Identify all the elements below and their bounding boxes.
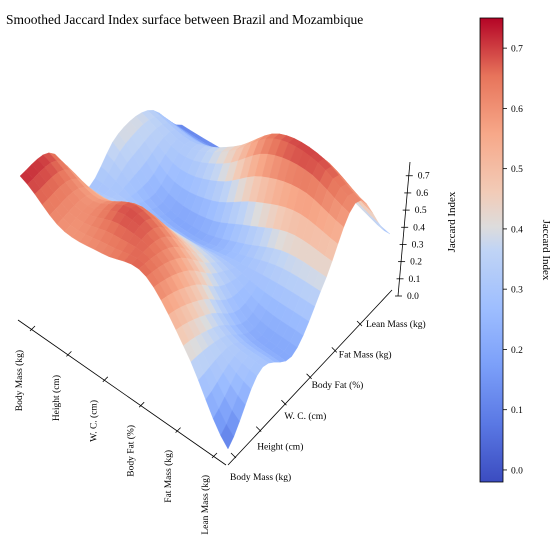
surface-patch <box>220 423 234 450</box>
y-tick <box>331 347 338 353</box>
colorbar-tick-label: 0.5 <box>511 165 523 175</box>
y-tick-label: W. C. (cm) <box>284 411 326 422</box>
x-tick <box>138 401 145 408</box>
z-tick-label: 0.1 <box>409 275 421 285</box>
z-tick-label: 0.6 <box>416 189 428 199</box>
z-tick-label: 0.7 <box>418 172 430 182</box>
z-tick-label: 0.3 <box>412 240 424 250</box>
z-axis-label: Jaccard Index <box>446 191 458 252</box>
x-axis-line <box>17 319 227 466</box>
axes: Body Mass (kg) Height (cm) W. C. (cm) Body … <box>14 161 458 535</box>
colorbar <box>479 17 504 483</box>
z-tick-label: 0.5 <box>415 206 427 216</box>
x-tick-label: W. C. (cm) <box>88 400 99 442</box>
colorbar-tick-label: 0.2 <box>511 346 523 356</box>
z-axis-line <box>397 161 411 297</box>
x-tick <box>211 452 218 459</box>
y-tick <box>230 452 237 459</box>
colorbar-tick-label: 0.3 <box>511 286 523 296</box>
z-tick-label: 0.4 <box>413 223 425 233</box>
x-tick-label: Fat Mass (kg) <box>163 450 174 503</box>
x-tick <box>175 427 181 433</box>
y-tick-label: Height (cm) <box>257 441 303 452</box>
x-tick <box>66 351 72 357</box>
y-tick-label: Lean Mass (kg) <box>366 319 426 330</box>
y-tick <box>281 399 287 406</box>
y-tick <box>306 373 312 380</box>
z-tick-label: 0.2 <box>410 258 422 268</box>
x-tick <box>102 376 109 383</box>
y-tick <box>255 426 262 432</box>
y-tick <box>356 320 363 327</box>
z-tick-label: 0.0 <box>407 292 419 302</box>
chart-title: Smoothed Jaccard Index surface between B… <box>6 12 363 27</box>
colorbar-ticks: 0.0 0.1 0.2 0.3 0.4 0.5 0.6 0.7 <box>503 45 523 476</box>
x-tick-label: Body Fat (%) <box>126 425 137 477</box>
colorbar-tick-label: 0.1 <box>511 406 523 416</box>
colorbar-tick-label: 0.6 <box>511 105 523 115</box>
x-tick <box>29 325 36 332</box>
x-tick-label: Height (cm) <box>51 375 62 421</box>
y-tick-label: Body Mass (kg) <box>230 472 291 483</box>
x-tick-label: Body Mass (kg) <box>14 350 25 411</box>
colorbar-label: Jaccard Index <box>540 220 550 281</box>
surface <box>19 110 391 450</box>
colorbar-tick-label: 0.7 <box>511 45 523 55</box>
surface-patch <box>370 215 385 231</box>
y-tick-label: Body Fat (%) <box>312 380 364 391</box>
colorbar-tick-label: 0.0 <box>511 466 523 476</box>
y-tick-label: Fat Mass (kg) <box>339 350 392 361</box>
colorbar-tick-label: 0.4 <box>511 225 523 235</box>
x-tick-label: Lean Mass (kg) <box>200 475 211 535</box>
